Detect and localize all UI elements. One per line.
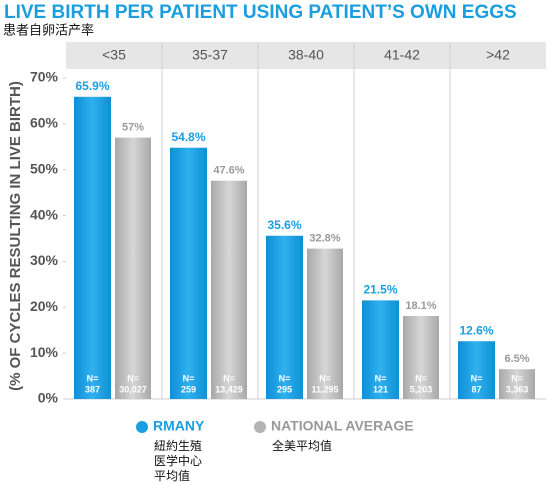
n-label: 30,027 bbox=[119, 384, 147, 394]
n-prefix: N= bbox=[223, 373, 235, 383]
n-label: 387 bbox=[85, 384, 100, 394]
value-label: 65.9% bbox=[75, 79, 109, 93]
y-axis-label: (% OF CYCLES RESULTING IN LIVE BIRTH) bbox=[7, 81, 24, 391]
y-tick-label: 10% bbox=[30, 344, 59, 360]
value-label: 57% bbox=[122, 122, 144, 134]
value-label: 35.6% bbox=[267, 218, 301, 232]
bar bbox=[362, 300, 399, 399]
n-label: 121 bbox=[373, 384, 388, 394]
n-label: 259 bbox=[181, 384, 196, 394]
x-tick-label: 41-42 bbox=[384, 47, 420, 63]
bar bbox=[115, 137, 151, 399]
y-tick-label: 50% bbox=[30, 160, 59, 176]
y-tick-label: 30% bbox=[30, 252, 59, 268]
n-prefix: N= bbox=[471, 373, 483, 383]
bar bbox=[307, 248, 343, 399]
n-label: 5,203 bbox=[410, 384, 433, 394]
n-prefix: N= bbox=[415, 373, 427, 383]
value-label: 6.5% bbox=[504, 353, 529, 365]
bar bbox=[403, 315, 439, 399]
y-tick-label: 40% bbox=[30, 206, 59, 222]
n-prefix: N= bbox=[87, 373, 99, 383]
value-label: 54.8% bbox=[171, 130, 205, 144]
legend-sublabel: 全美平均值 bbox=[272, 438, 332, 453]
y-tick-label: 70% bbox=[30, 69, 59, 85]
bar bbox=[458, 341, 495, 399]
n-prefix: N= bbox=[511, 373, 523, 383]
value-label: 47.6% bbox=[213, 165, 244, 177]
legend-label: NATIONAL AVERAGE bbox=[271, 418, 414, 434]
chart-subtitle: 患者自卵活产率 bbox=[3, 22, 94, 37]
bar bbox=[170, 147, 207, 399]
header-band bbox=[66, 42, 546, 69]
chart-title: LIVE BIRTH PER PATIENT USING PATIENT’S O… bbox=[4, 2, 517, 23]
n-prefix: N= bbox=[127, 373, 139, 383]
x-tick-label: 35-37 bbox=[192, 47, 228, 63]
y-tick-label: 60% bbox=[30, 115, 59, 131]
x-tick-label: <35 bbox=[102, 47, 126, 63]
n-prefix: N= bbox=[375, 373, 387, 383]
n-prefix: N= bbox=[279, 373, 291, 383]
legend-sublabel: 紐約生殖 bbox=[154, 438, 202, 453]
bar bbox=[74, 96, 111, 400]
bar bbox=[499, 369, 535, 399]
legend-sublabel: 平均值 bbox=[154, 468, 190, 483]
bar bbox=[266, 235, 303, 399]
y-tick-label: 0% bbox=[38, 390, 59, 406]
x-tick-label: 38-40 bbox=[288, 47, 324, 63]
legend-sublabel: 医学中心 bbox=[154, 453, 202, 468]
n-label: 295 bbox=[277, 384, 292, 394]
n-label: 13,429 bbox=[215, 384, 243, 394]
n-label: 87 bbox=[471, 384, 481, 394]
value-label: 18.1% bbox=[405, 300, 436, 312]
x-tick-label: >42 bbox=[486, 47, 510, 63]
value-label: 21.5% bbox=[363, 283, 397, 297]
n-prefix: N= bbox=[319, 373, 331, 383]
y-tick-label: 20% bbox=[30, 298, 59, 314]
legend-label: RMANY bbox=[153, 418, 205, 434]
legend-swatch bbox=[254, 421, 266, 433]
bar bbox=[211, 180, 247, 399]
n-label: 3,363 bbox=[506, 384, 529, 394]
n-prefix: N= bbox=[183, 373, 195, 383]
value-label: 12.6% bbox=[459, 323, 493, 337]
value-label: 32.8% bbox=[309, 232, 340, 244]
n-label: 11,295 bbox=[311, 384, 338, 394]
legend-swatch bbox=[136, 421, 148, 433]
